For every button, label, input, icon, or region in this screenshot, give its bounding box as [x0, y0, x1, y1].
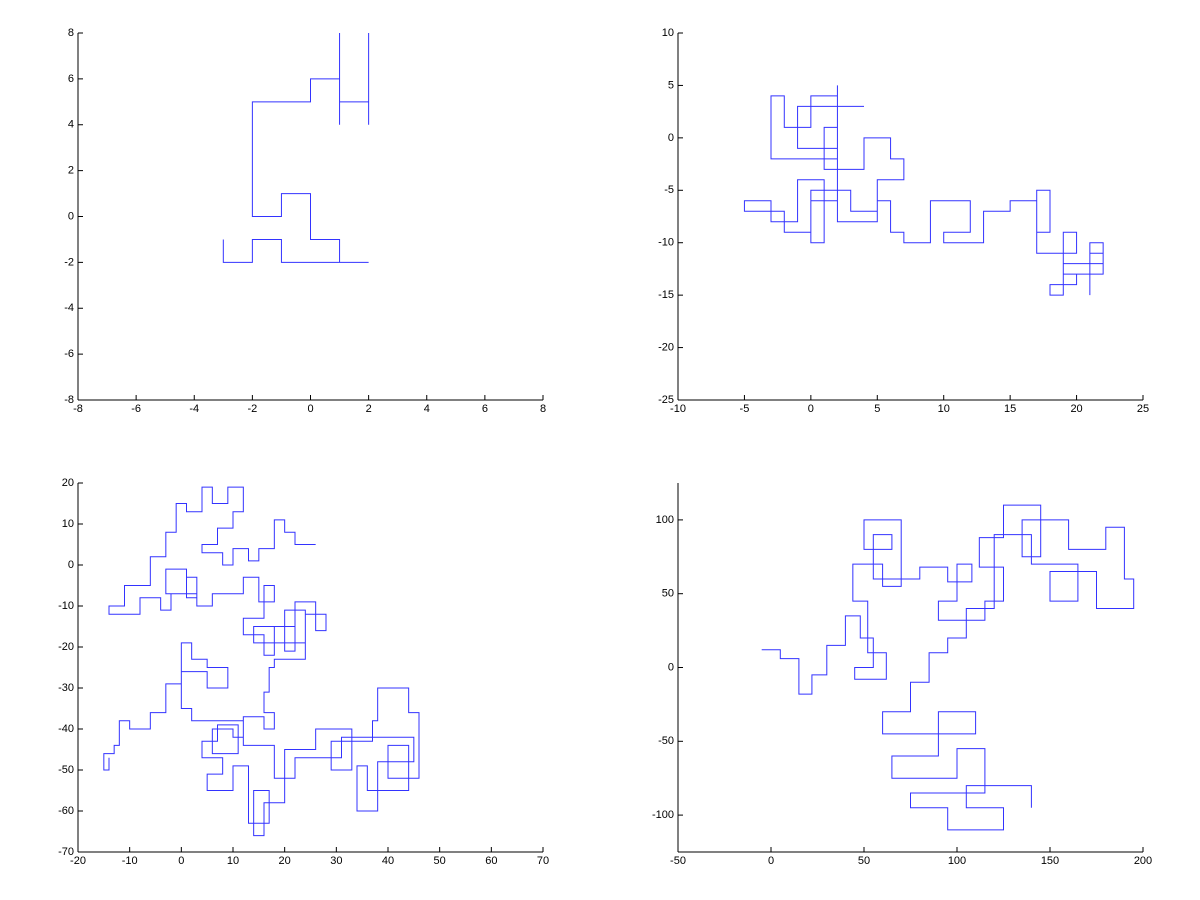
x-tick-label: 25 [1137, 403, 1149, 415]
x-tick-label: 100 [948, 855, 966, 867]
y-tick-label: -5 [664, 184, 674, 196]
y-tick-label: 0 [68, 559, 74, 571]
x-tick-label: 200 [1134, 855, 1152, 867]
y-tick-label: -50 [58, 764, 74, 776]
x-tick-label: 20 [279, 855, 291, 867]
y-tick-label: -60 [58, 805, 74, 817]
y-tick-label: -15 [658, 289, 674, 301]
x-tick-label: 10 [227, 855, 239, 867]
y-tick-label: 5 [668, 79, 674, 91]
y-tick-label: 100 [656, 514, 674, 526]
x-tick-label: 8 [540, 403, 546, 415]
y-tick-label: -50 [658, 735, 674, 747]
x-tick-label: 0 [178, 855, 184, 867]
y-tick-label: -70 [58, 846, 74, 858]
x-tick-label: 15 [1004, 403, 1016, 415]
random-walk-line [103, 486, 420, 837]
y-tick-label: 20 [62, 477, 74, 489]
y-tick-label: 4 [68, 119, 74, 131]
x-tick-label: 150 [1041, 855, 1059, 867]
x-tick-label: 10 [938, 403, 950, 415]
x-tick-label: -10 [122, 855, 138, 867]
y-tick-label: 0 [668, 132, 674, 144]
x-tick-label: -8 [73, 403, 83, 415]
y-tick-label: 2 [68, 165, 74, 177]
x-tick-label: -5 [740, 403, 750, 415]
x-tick-label: 0 [808, 403, 814, 415]
y-tick-label: 8 [68, 27, 74, 39]
x-tick-label: 20 [1070, 403, 1082, 415]
random-walk-line [761, 504, 1135, 831]
y-tick-label: -2 [64, 256, 74, 268]
y-tick-label: -8 [64, 394, 74, 406]
y-tick-label: 6 [68, 73, 74, 85]
random-walk-line [743, 85, 1104, 296]
x-tick-label: 50 [858, 855, 870, 867]
x-tick-label: 30 [330, 855, 342, 867]
y-tick-label: -20 [58, 641, 74, 653]
y-tick-label: -10 [658, 237, 674, 249]
y-tick-label: -10 [58, 600, 74, 612]
x-tick-label: -20 [70, 855, 86, 867]
y-tick-label: -25 [658, 394, 674, 406]
x-tick-label: 2 [366, 403, 372, 415]
x-tick-label: -2 [247, 403, 257, 415]
y-tick-label: -4 [64, 302, 74, 314]
x-tick-label: 0 [307, 403, 313, 415]
random-walk-line [222, 33, 370, 263]
y-tick-label: 10 [662, 27, 674, 39]
x-tick-label: 60 [485, 855, 497, 867]
x-tick-label: -4 [189, 403, 199, 415]
x-tick-label: -6 [131, 403, 141, 415]
y-tick-label: 10 [62, 518, 74, 530]
x-tick-label: -10 [670, 403, 686, 415]
x-tick-label: -50 [670, 855, 686, 867]
y-tick-label: 50 [662, 588, 674, 600]
x-tick-label: 6 [482, 403, 488, 415]
y-tick-label: -30 [58, 682, 74, 694]
y-tick-label: -40 [58, 723, 74, 735]
y-tick-label: -20 [658, 341, 674, 353]
y-tick-label: 0 [668, 661, 674, 673]
y-tick-label: -6 [64, 348, 74, 360]
y-tick-label: -100 [652, 809, 674, 821]
x-tick-label: 5 [874, 403, 880, 415]
x-tick-label: 70 [537, 855, 549, 867]
x-tick-label: 40 [382, 855, 394, 867]
x-tick-label: 4 [424, 403, 430, 415]
y-tick-label: 0 [68, 210, 74, 222]
x-tick-label: 50 [434, 855, 446, 867]
x-tick-label: 0 [768, 855, 774, 867]
